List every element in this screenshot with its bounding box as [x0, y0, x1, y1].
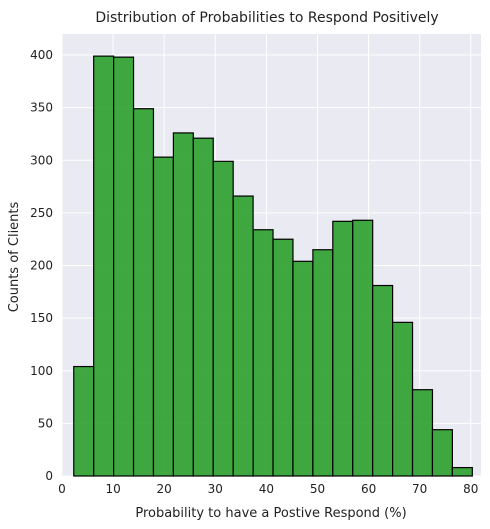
- x-tick-label: 40: [259, 482, 274, 496]
- histogram-bar: [113, 56, 135, 477]
- x-tick-label: 70: [412, 482, 427, 496]
- x-tick-label: 20: [157, 482, 172, 496]
- x-tick-labels: 0 10 20 30 40 50 60 70 80: [58, 482, 478, 496]
- histogram-bar: [192, 137, 214, 477]
- histogram-bar: [132, 108, 155, 477]
- histogram-bar: [232, 195, 254, 477]
- y-axis-label: Counts of Clients: [7, 201, 22, 312]
- bars-group: [73, 55, 473, 477]
- y-tick-label: 100: [30, 364, 53, 378]
- y-tick-label: 0: [45, 469, 53, 483]
- x-axis-label: Probability to have a Postive Respond (%…: [135, 506, 406, 521]
- chart-title: Distribution of Probabilities to Respond…: [95, 10, 438, 26]
- histogram-bar: [372, 284, 394, 477]
- histogram-bar: [411, 389, 434, 477]
- y-tick-labels: 0 50 100 150 200 250 300 350 400: [30, 48, 53, 483]
- histogram-bar: [212, 160, 234, 477]
- histogram-bar: [431, 429, 453, 477]
- histogram-bar: [93, 55, 115, 477]
- histogram-bar: [272, 238, 294, 477]
- y-tick-label: 50: [38, 416, 53, 430]
- histogram-bar: [252, 229, 274, 477]
- histogram-bar: [292, 260, 314, 477]
- y-tick-label: 400: [30, 48, 53, 62]
- y-tick-label: 350: [30, 101, 53, 115]
- x-tick-label: 60: [361, 482, 376, 496]
- histogram-bar: [392, 321, 414, 477]
- y-tick-label: 150: [30, 311, 53, 325]
- histogram-bar: [312, 249, 334, 477]
- x-tick-label: 10: [105, 482, 120, 496]
- histogram-bar: [152, 156, 174, 477]
- y-tick-label: 250: [30, 206, 53, 220]
- x-tick-label: 0: [58, 482, 66, 496]
- x-tick-label: 80: [463, 482, 478, 496]
- histogram-bar: [352, 219, 374, 477]
- x-tick-label: 30: [208, 482, 223, 496]
- y-tick-label: 300: [30, 153, 53, 167]
- histogram-bar: [451, 466, 473, 477]
- histogram-bar: [332, 220, 354, 477]
- x-tick-label: 50: [310, 482, 325, 496]
- histogram-bar: [73, 365, 95, 477]
- y-tick-label: 200: [30, 259, 53, 273]
- histogram-bar: [172, 132, 194, 477]
